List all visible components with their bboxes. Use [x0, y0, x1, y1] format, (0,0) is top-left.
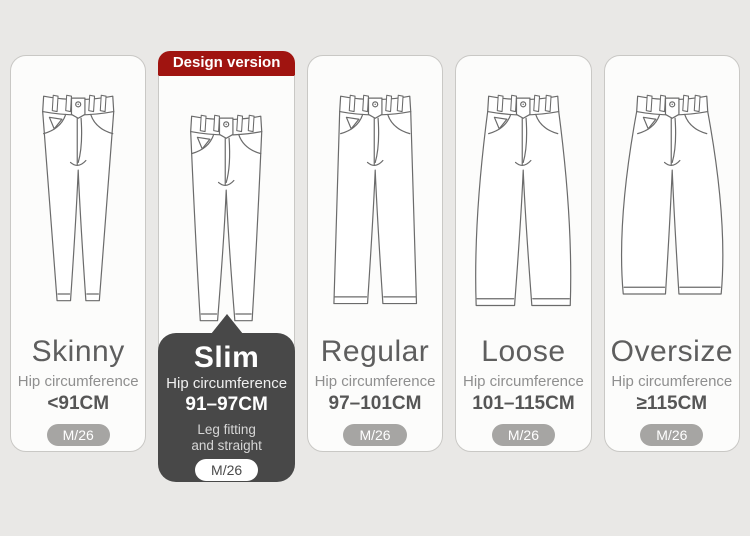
pants-illustration-slim: [159, 82, 293, 352]
pants-illustration-skinny: [11, 62, 145, 332]
fit-card-regular: Regular Hip circumference 97–101CM M/26: [306, 55, 444, 452]
fit-card-loose: Loose Hip circumference 101–115CM M/26: [455, 55, 592, 452]
fit-name: Slim: [193, 341, 260, 374]
size-badge: M/26: [640, 424, 704, 446]
fit-name: Skinny: [31, 335, 125, 368]
pants-illustration-regular: [308, 62, 442, 332]
fit-comparison-chart: Skinny Hip circumference <91CM M/26 Desi…: [10, 48, 741, 482]
fit-column-loose: Loose Hip circumference 101–115CM M/26: [455, 48, 592, 454]
hip-circumference-label: Hip circumference: [17, 373, 139, 390]
fit-name: Loose: [481, 335, 566, 368]
hip-circumference-value: 101–115CM: [472, 393, 575, 414]
slim-highlight-panel: Slim Hip circumference 91–97CM Leg fitti…: [158, 314, 295, 482]
hip-circumference-label: Hip circumference: [611, 373, 733, 390]
hip-circumference-label: Hip circumference: [166, 375, 288, 392]
hip-circumference-label: Hip circumference: [314, 373, 436, 390]
fit-column-skinny: Skinny Hip circumference <91CM M/26: [10, 48, 147, 454]
hip-circumference-value: 91–97CM: [185, 394, 268, 415]
pointer-up-arrow: [210, 314, 243, 334]
fit-name: Oversize: [610, 335, 733, 368]
hip-circumference-value: ≥115CM: [636, 393, 708, 414]
fit-card-skinny: Skinny Hip circumference <91CM M/26: [10, 55, 147, 452]
hip-circumference-label: Hip circumference: [462, 373, 584, 390]
fit-column-regular: Regular Hip circumference 97–101CM M/26: [306, 48, 444, 454]
fit-card-oversize: Oversize Hip circumference ≥115CM M/26: [603, 55, 741, 452]
size-badge: M/26: [195, 459, 259, 481]
fit-description-line2: and straight: [191, 438, 262, 453]
size-badge: M/26: [46, 424, 110, 446]
fit-name: Regular: [320, 335, 430, 368]
fit-column-slim: Design version Slim Hip circumference 9: [158, 48, 295, 482]
fit-column-oversize: Oversize Hip circumference ≥115CM M/26: [603, 48, 741, 454]
size-badge: M/26: [343, 424, 407, 446]
pants-illustration-loose: [456, 62, 590, 332]
design-version-banner: Design version: [158, 51, 295, 75]
pants-illustration-oversize: [605, 62, 739, 332]
size-badge: M/26: [491, 424, 555, 446]
hip-circumference-value: 97–101CM: [328, 393, 422, 414]
fit-description-line1: Leg fitting: [197, 422, 256, 437]
hip-circumference-value: <91CM: [47, 393, 110, 414]
